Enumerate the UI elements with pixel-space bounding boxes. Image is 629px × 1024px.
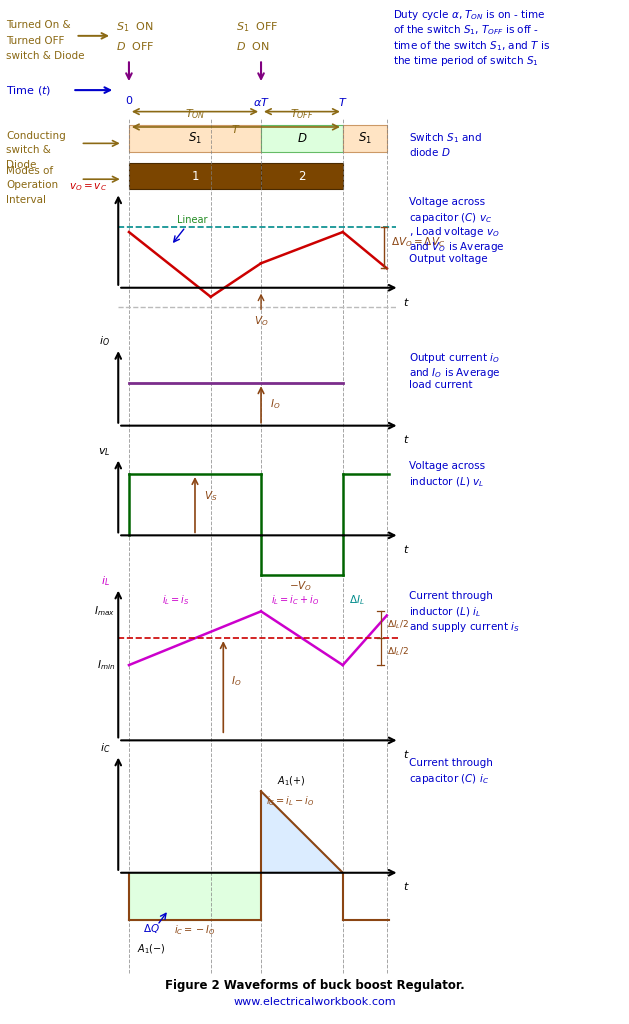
Text: Time ($t$): Time ($t$)	[6, 84, 52, 96]
Text: Voltage across: Voltage across	[409, 461, 485, 471]
Text: Turned OFF: Turned OFF	[6, 36, 65, 46]
Text: and supply current $i_S$: and supply current $i_S$	[409, 620, 520, 634]
Text: Diode: Diode	[6, 160, 36, 170]
Text: $\Delta V_O = \Delta V_C$: $\Delta V_O = \Delta V_C$	[391, 236, 445, 250]
Bar	[129, 125, 261, 152]
Text: $i_C = -I_O$: $i_C = -I_O$	[174, 924, 216, 937]
Text: Figure 2 Waveforms of buck boost Regulator.: Figure 2 Waveforms of buck boost Regulat…	[165, 979, 464, 992]
Text: $i_L = i_S$: $i_L = i_S$	[162, 594, 190, 607]
Text: Modes of: Modes of	[6, 166, 53, 176]
Text: $i_C$: $i_C$	[99, 741, 110, 755]
Text: 0: 0	[125, 96, 133, 106]
Text: Current through: Current through	[409, 758, 493, 768]
Text: $D$  OFF: $D$ OFF	[116, 40, 155, 52]
Text: $S_1$: $S_1$	[188, 131, 202, 145]
Text: switch &: switch &	[6, 145, 51, 156]
Text: Output voltage: Output voltage	[409, 254, 487, 264]
Text: $i_C = i_L - i_O$: $i_C = i_L - i_O$	[266, 795, 314, 808]
Text: time of the switch $S_1$, and $T$ is: time of the switch $S_1$, and $T$ is	[393, 39, 550, 52]
Text: Current through: Current through	[409, 591, 493, 601]
Text: diode $D$: diode $D$	[409, 146, 450, 159]
Text: and $V_O$ is Average: and $V_O$ is Average	[409, 240, 504, 254]
Text: $I_{min}$: $I_{min}$	[97, 658, 115, 672]
Text: switch & Diode: switch & Diode	[6, 51, 85, 61]
Text: $V_S$: $V_S$	[204, 489, 218, 504]
Text: $\Delta I_L/2$: $\Delta I_L/2$	[387, 618, 409, 631]
Text: $t$: $t$	[403, 880, 409, 892]
Text: capacitor ($C$) $i_C$: capacitor ($C$) $i_C$	[409, 772, 489, 786]
Text: $D$  ON: $D$ ON	[236, 40, 269, 52]
Text: $- V_O$: $- V_O$	[289, 580, 312, 593]
Text: 1: 1	[191, 170, 199, 182]
Text: www.electricalworkbook.com: www.electricalworkbook.com	[233, 997, 396, 1008]
Text: Voltage across: Voltage across	[409, 197, 485, 207]
Text: , Load voltage $v_O$: , Load voltage $v_O$	[409, 225, 499, 240]
Text: Interval: Interval	[6, 195, 47, 205]
Text: and $I_O$ is Average: and $I_O$ is Average	[409, 366, 500, 380]
Text: inductor ($L$) $v_L$: inductor ($L$) $v_L$	[409, 475, 484, 488]
Text: Operation: Operation	[6, 180, 58, 190]
Bar	[343, 125, 387, 152]
Text: Output current $i_O$: Output current $i_O$	[409, 351, 499, 366]
Text: $S_1$: $S_1$	[358, 131, 372, 145]
Text: of the switch $S_1$, $T_{OFF}$ is off -: of the switch $S_1$, $T_{OFF}$ is off -	[393, 24, 539, 37]
Text: $A_1(-)$: $A_1(-)$	[136, 943, 165, 956]
Text: $\Delta I_L/2$: $\Delta I_L/2$	[387, 645, 409, 657]
Text: $A_1(+)$: $A_1(+)$	[277, 774, 306, 788]
Text: $V_O$: $V_O$	[253, 314, 269, 328]
Text: Turned On &: Turned On &	[6, 20, 71, 31]
Bar	[261, 125, 343, 152]
Text: $t$: $t$	[403, 543, 409, 555]
Text: inductor ($L$) $i_L$: inductor ($L$) $i_L$	[409, 605, 481, 618]
Text: $t$: $t$	[403, 296, 409, 308]
Text: $\Delta I_L$: $\Delta I_L$	[349, 594, 365, 607]
Text: load current: load current	[409, 380, 472, 390]
Bar	[129, 163, 261, 189]
Text: $i_O$: $i_O$	[99, 335, 110, 348]
Text: $I_{max}$: $I_{max}$	[94, 604, 115, 618]
Text: Conducting: Conducting	[6, 131, 66, 141]
Bar	[261, 163, 343, 189]
Text: $I_O$: $I_O$	[231, 674, 242, 688]
Polygon shape	[261, 792, 343, 872]
Text: $\Delta Q$: $\Delta Q$	[143, 923, 159, 935]
Text: Switch $S_1$ and: Switch $S_1$ and	[409, 131, 482, 144]
Text: $t$: $t$	[403, 748, 409, 760]
Text: $\alpha T$: $\alpha T$	[253, 96, 269, 109]
Text: $t$: $t$	[403, 433, 409, 444]
Text: the time period of switch $S_1$: the time period of switch $S_1$	[393, 54, 539, 69]
Text: $v_O = v_C$: $v_O = v_C$	[69, 180, 107, 193]
Text: 2: 2	[298, 170, 306, 182]
Polygon shape	[129, 872, 261, 921]
Text: $T_{ON}$: $T_{ON}$	[185, 108, 205, 121]
Text: $i_L$: $i_L$	[101, 574, 110, 588]
Text: $D$: $D$	[297, 132, 307, 144]
Text: $T$: $T$	[338, 96, 348, 109]
Text: Linear: Linear	[177, 215, 207, 225]
Text: $S_1$  OFF: $S_1$ OFF	[236, 20, 278, 34]
Text: $T_{OFF}$: $T_{OFF}$	[290, 108, 314, 121]
Text: $v_L$: $v_L$	[97, 445, 110, 458]
Text: $S_1$  ON: $S_1$ ON	[116, 20, 153, 34]
Text: capacitor ($C$) $v_C$: capacitor ($C$) $v_C$	[409, 211, 493, 225]
Text: Duty cycle $\alpha$, $T_{ON}$ is on - time: Duty cycle $\alpha$, $T_{ON}$ is on - ti…	[393, 8, 545, 23]
Text: $I_O$: $I_O$	[270, 397, 281, 412]
Text: $T$: $T$	[231, 123, 241, 135]
Text: $i_L = i_C + i_O$: $i_L = i_C + i_O$	[272, 594, 320, 607]
